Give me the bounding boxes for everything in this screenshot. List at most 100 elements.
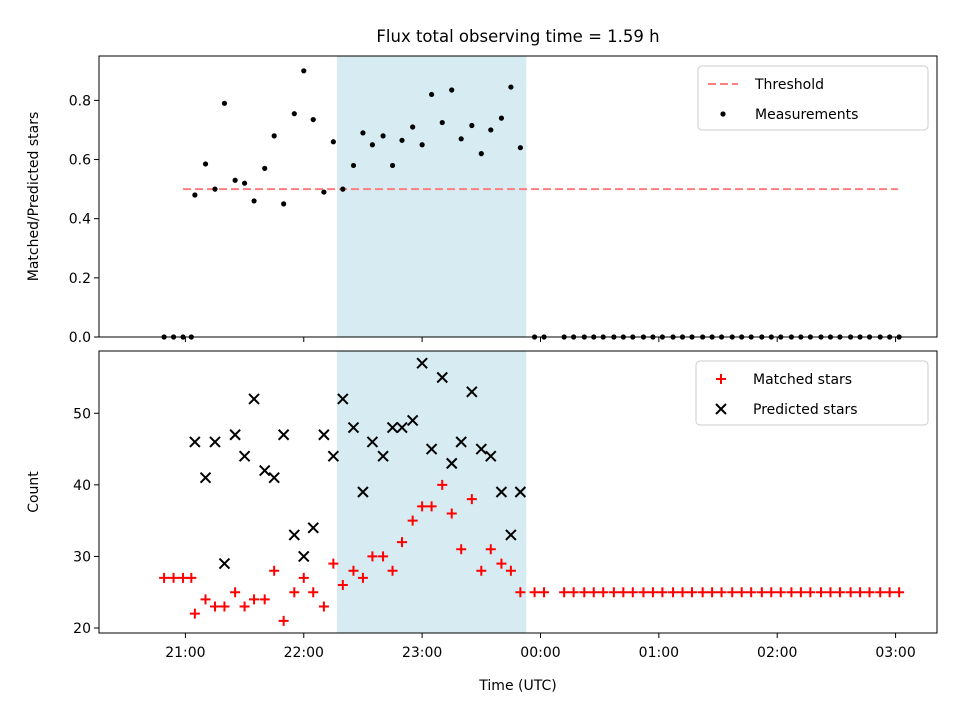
matched-star-point [707,587,718,598]
predicted-star-point [277,429,290,441]
predicted-star-point [386,421,399,434]
measurement-point [202,161,209,167]
matched-star-point [588,587,599,598]
predicted-star-point [485,450,497,462]
x-tick-label: 02:00 [757,645,797,661]
matched-star-point [186,572,197,583]
predicted-star-point [229,429,241,441]
measurement-point [488,127,494,133]
measurement-point [281,201,287,207]
measurement-point [419,142,425,148]
measurement-point [449,87,455,93]
predicted-star-point [268,471,280,484]
observing-span [336,351,527,633]
matched-star-point [746,587,757,598]
matched-star-point [209,601,220,612]
measurement-point [517,145,523,151]
measurement-point [410,124,416,130]
matched-star-point [608,587,619,598]
matched-star-point [308,587,319,598]
y-tick-label: 20 [73,621,91,637]
measurement-point [301,68,307,74]
measurement-point [330,139,336,145]
matched-star-point [230,587,241,598]
matched-star-point [805,587,816,598]
measurement-point [458,136,464,142]
matched-star-point [249,594,260,605]
measurement-point [428,91,435,98]
predicted-star-point [436,371,448,384]
matched-star-point [825,587,836,598]
matched-star-point [539,587,550,598]
predicted-star-point [209,436,221,448]
count-panel: 20 30 40 50 21:00 22:00 23:00 00:00 01:00 02:00 03… [26,350,938,661]
predicted-star-point [298,550,310,563]
matched-star-point [476,565,487,576]
predicted-star-point [514,486,527,498]
measurement-point [232,177,238,183]
ratio-panel: 0.0 0.2 0.4 0.6 0.8 Matched/Predicted stars Th… [26,55,938,346]
measurement-point [271,133,277,139]
legend-label: Matched stars [753,372,852,388]
matched-star-point [875,587,886,598]
measurement-point [192,192,198,198]
axes-frame [98,350,938,634]
measurement-point [469,122,475,129]
measurement-point [508,84,514,90]
measurement-point [241,180,248,186]
x-axis-label: Time (UTC) [478,678,556,694]
predicted-star-point [357,486,369,498]
matched-star-point [756,587,767,598]
legend-box [695,360,929,426]
predicted-star-point [495,486,508,498]
matched-star-point [677,587,688,598]
matched-star-point [638,587,649,598]
predicted-star-point [406,414,419,427]
matched-star-point [378,551,389,562]
matched-star-point [337,580,348,591]
measurement-point [498,115,505,121]
legend-label: Threshold [754,77,824,93]
matched-star-point [159,572,170,583]
legend-measurement-swatch [720,111,726,117]
matched-star-point [716,587,727,598]
matched-star-point [219,601,230,612]
axes-frame [98,55,938,338]
predicted-star-point [199,471,212,484]
matched-star-point [278,615,289,626]
matched-star-point [816,587,827,598]
matched-star-point [515,587,526,598]
predicted-star-point [455,436,467,448]
matched-star-point [437,479,448,490]
matched-star-point [686,587,697,598]
matched-star-point [269,565,280,576]
y-tick-label: 0.0 [69,330,91,346]
y-tick-label: 30 [73,549,91,565]
matched-star-point [259,594,270,605]
predicted-star-point [446,457,458,470]
matched-star-point [647,587,658,598]
predicted-star-point [189,436,201,448]
matched-star-point [529,587,540,598]
matched-star-point [328,558,339,569]
matched-star-point [456,544,467,555]
matched-star-point [357,572,368,583]
predicted-star-point [248,393,260,405]
x-tick-label: 22:00 [284,645,324,661]
y-tick-label: 0.8 [69,93,91,109]
matched-star-point [834,587,845,598]
matched-star-point [598,587,609,598]
legend: Threshold Measurements [697,65,929,131]
matched-star-point [579,587,590,598]
matched-star-point [727,587,738,598]
measurement-point [380,133,386,139]
predicted-star-point [258,464,271,477]
predicted-star-point [425,443,438,455]
matched-star-point [668,587,679,598]
legend-matched-swatch [716,374,726,384]
measurement-point [439,119,445,126]
x-tick-label: 03:00 [875,645,915,661]
matched-star-point [845,587,856,598]
y-axis-label: Count [26,471,42,513]
